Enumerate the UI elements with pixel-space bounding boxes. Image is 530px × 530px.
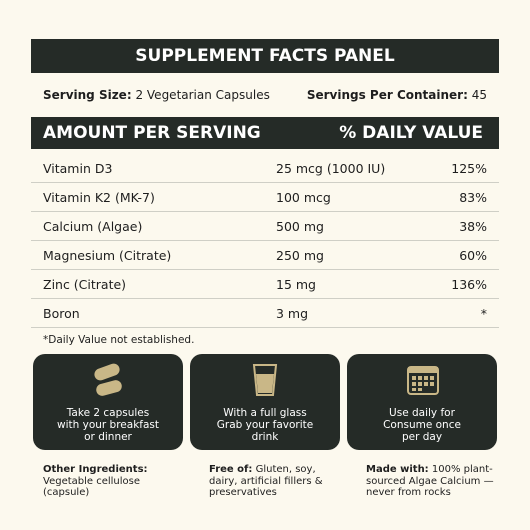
note-label: Made with:	[366, 464, 429, 475]
label: Serving Size:	[43, 88, 132, 102]
table-row: Calcium (Algae) 500 mg 38%	[31, 211, 499, 241]
card-text: Use daily for Consume once per day	[347, 407, 497, 443]
table-cell: *	[480, 306, 487, 321]
card: Use daily for Consume once per day	[347, 354, 497, 450]
table-cell: 60%	[459, 248, 487, 263]
card-text: Take 2 capsules with your breakfast or din…	[33, 407, 183, 443]
table-cell: 83%	[459, 190, 487, 205]
table-cell: 500 mg	[276, 219, 324, 234]
table-row: Vitamin K2 (MK-7) 100 mcg 83%	[31, 182, 499, 212]
card-line: or dinner	[84, 431, 132, 443]
note-label: Free of:	[209, 464, 253, 475]
serving-size: Serving Size: 2 Vegetarian Capsules	[43, 88, 270, 102]
note: Made with: 100% plant-sourced Algae Calc…	[366, 464, 496, 499]
capsule-icon	[94, 363, 122, 396]
table-row: Zinc (Citrate) 15 mg 136%	[31, 269, 499, 299]
card: With a full glass Grab your favorite drink	[190, 354, 340, 450]
card: Take 2 capsules with your breakfast or din…	[33, 354, 183, 450]
note: Free of: Gluten, soy, dairy, artificial …	[209, 464, 324, 499]
table-cell: 136%	[451, 277, 487, 292]
card-line: Consume once	[383, 419, 461, 431]
table-cell: Magnesium (Citrate)	[43, 248, 172, 263]
table-cell: Vitamin K2 (MK-7)	[43, 190, 155, 205]
note: Other Ingredients: Vegetable cellulose (c…	[43, 464, 183, 499]
header-cell: AMOUNT PER SERVING	[43, 123, 261, 143]
note-label: Other Ingredients:	[43, 464, 148, 475]
table-row: Magnesium (Citrate) 250 mg 60%	[31, 240, 499, 270]
table-row: Vitamin D3 25 mcg (1000 IU) 125%	[31, 153, 499, 183]
value: 2 Vegetarian Capsules	[135, 88, 270, 102]
card-text: With a full glass Grab your favorite drink	[190, 407, 340, 443]
value: 45	[471, 88, 487, 102]
calendar-icon	[407, 366, 439, 395]
table-cell: 3 mg	[276, 306, 309, 321]
card-line: Take 2 capsules	[66, 407, 150, 419]
servings-per-container: Servings Per Container: 45	[307, 88, 487, 102]
note-text: Vegetable cellulose (capsule)	[43, 475, 141, 499]
panel-title: SUPPLEMENT FACTS PANEL	[31, 39, 499, 73]
card-line: With a full glass	[223, 407, 307, 419]
table-cell: Zinc (Citrate)	[43, 277, 127, 292]
note-text: 100% plant-sourced Algae Calcium — never…	[366, 464, 494, 498]
table-cell: Boron	[43, 306, 80, 321]
table-cell: 125%	[451, 161, 487, 176]
table-header: AMOUNT PER SERVING % DAILY VALUE	[31, 117, 499, 149]
footnote: *Daily Value not established.	[43, 334, 195, 346]
table-cell: 250 mg	[276, 248, 324, 263]
card-line: with your breakfast	[56, 419, 159, 431]
card-line: per day	[401, 431, 443, 443]
header-cell: % DAILY VALUE	[339, 123, 483, 143]
table-cell: 100 mcg	[276, 190, 331, 205]
table-row: Boron 3 mg *	[31, 298, 499, 328]
table-cell: 25 mcg (1000 IU)	[276, 161, 386, 176]
card-line: Use daily for	[389, 407, 455, 419]
label: Servings Per Container:	[306, 88, 468, 102]
card-line: Grab your favorite	[216, 419, 314, 431]
table-cell: 15 mg	[276, 277, 316, 292]
table-cell: Calcium (Algae)	[43, 219, 143, 234]
card-line: drink	[251, 431, 279, 443]
table-cell: 38%	[459, 219, 487, 234]
note-text: Gluten, soy, dairy, artificial fillers &…	[209, 464, 323, 498]
table-cell: Vitamin D3	[43, 161, 113, 176]
glass-icon	[252, 364, 278, 396]
